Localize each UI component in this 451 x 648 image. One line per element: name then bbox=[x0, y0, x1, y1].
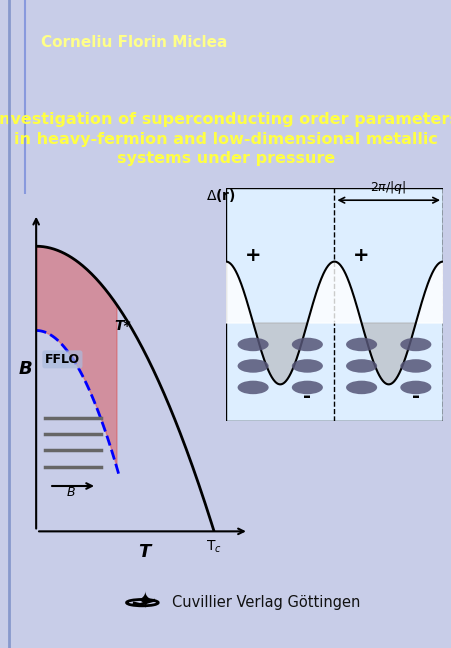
Text: Investigation of superconducting order parameters
in heavy-fermion and low-dimen: Investigation of superconducting order p… bbox=[0, 112, 451, 167]
Text: -: - bbox=[303, 387, 311, 406]
Ellipse shape bbox=[291, 359, 322, 373]
Ellipse shape bbox=[237, 359, 268, 373]
Text: Cuvillier Verlag Göttingen: Cuvillier Verlag Göttingen bbox=[171, 595, 359, 610]
Text: +: + bbox=[244, 246, 261, 265]
Text: ꟷ: ꟷ bbox=[142, 599, 147, 606]
Text: $2\pi/|q|$: $2\pi/|q|$ bbox=[370, 179, 406, 196]
Ellipse shape bbox=[291, 338, 322, 351]
Text: FFLO: FFLO bbox=[45, 353, 80, 366]
Ellipse shape bbox=[345, 338, 376, 351]
Ellipse shape bbox=[400, 359, 430, 373]
Text: B: B bbox=[66, 486, 75, 499]
Ellipse shape bbox=[400, 380, 430, 394]
Ellipse shape bbox=[400, 338, 430, 351]
Ellipse shape bbox=[237, 380, 268, 394]
Text: -: - bbox=[411, 387, 419, 406]
Text: ✦: ✦ bbox=[135, 593, 154, 612]
Text: $\Delta$(r): $\Delta$(r) bbox=[206, 187, 235, 204]
Ellipse shape bbox=[237, 338, 268, 351]
Text: T$_c$: T$_c$ bbox=[206, 538, 221, 555]
Ellipse shape bbox=[291, 380, 322, 394]
Text: +: + bbox=[353, 246, 369, 265]
Text: B: B bbox=[19, 360, 32, 378]
Text: T*: T* bbox=[114, 319, 131, 334]
Ellipse shape bbox=[345, 380, 376, 394]
Ellipse shape bbox=[345, 359, 376, 373]
Text: Corneliu Florin Miclea: Corneliu Florin Miclea bbox=[41, 35, 226, 50]
Text: T: T bbox=[138, 543, 151, 561]
